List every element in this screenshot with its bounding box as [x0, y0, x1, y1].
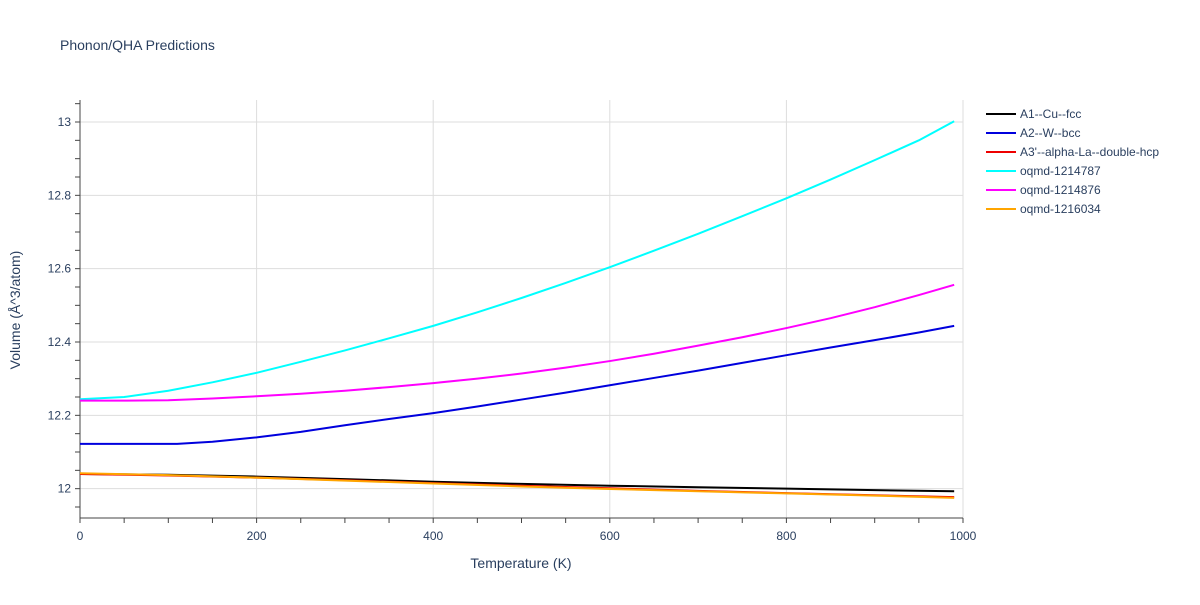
legend-item[interactable]: A1--Cu--fcc	[986, 107, 1081, 121]
series-line-4[interactable]	[79, 120, 955, 401]
y-tick-label: 12	[58, 482, 72, 496]
x-axis-title: Temperature (K)	[470, 555, 571, 571]
y-tick-label: 12.2	[48, 408, 72, 422]
y-tick-label: 13	[58, 115, 72, 129]
legend-item[interactable]: A2--W--bcc	[986, 126, 1080, 140]
legend-label: A2--W--bcc	[1020, 126, 1080, 140]
y-axis-title: Volume (Å^3/atom)	[7, 251, 23, 370]
y-tick-label: 12.4	[48, 335, 72, 349]
x-tick-label: 600	[600, 529, 620, 543]
legend-item[interactable]: oqmd-1216034	[986, 202, 1101, 216]
series-line-2[interactable]	[80, 324, 955, 445]
legend-item[interactable]: oqmd-1214787	[986, 164, 1101, 178]
chart-title: Phonon/QHA Predictions	[60, 37, 215, 53]
legend-label: oqmd-1216034	[1020, 202, 1101, 216]
legend-item[interactable]: oqmd-1214876	[986, 183, 1101, 197]
series-line-5[interactable]	[80, 283, 955, 402]
y-tick-label: 12.8	[48, 188, 72, 202]
series-line-6[interactable]	[79, 472, 955, 499]
gridlines	[80, 100, 964, 518]
axes: 0 200 400 600 800 1000 12 12.2 12.4 12.6 12.8 13	[48, 100, 977, 543]
x-tick-label: 400	[423, 529, 443, 543]
x-tick-label: 1000	[950, 529, 977, 543]
y-tick-label: 12.6	[48, 262, 72, 276]
x-tick-label: 800	[776, 529, 796, 543]
series-lines	[79, 120, 955, 499]
x-tick-label: 0	[77, 529, 84, 543]
x-tick-label: 200	[247, 529, 267, 543]
legend-label: A3'--alpha-La--double-hcp	[1020, 145, 1159, 159]
legend-item[interactable]: A3'--alpha-La--double-hcp	[986, 145, 1159, 159]
legend-label: oqmd-1214876	[1020, 183, 1101, 197]
legend-label: oqmd-1214787	[1020, 164, 1101, 178]
legend[interactable]: A1--Cu--fcc A2--W--bcc A3'--alpha-La--doub…	[986, 107, 1159, 216]
legend-label: A1--Cu--fcc	[1020, 107, 1081, 121]
